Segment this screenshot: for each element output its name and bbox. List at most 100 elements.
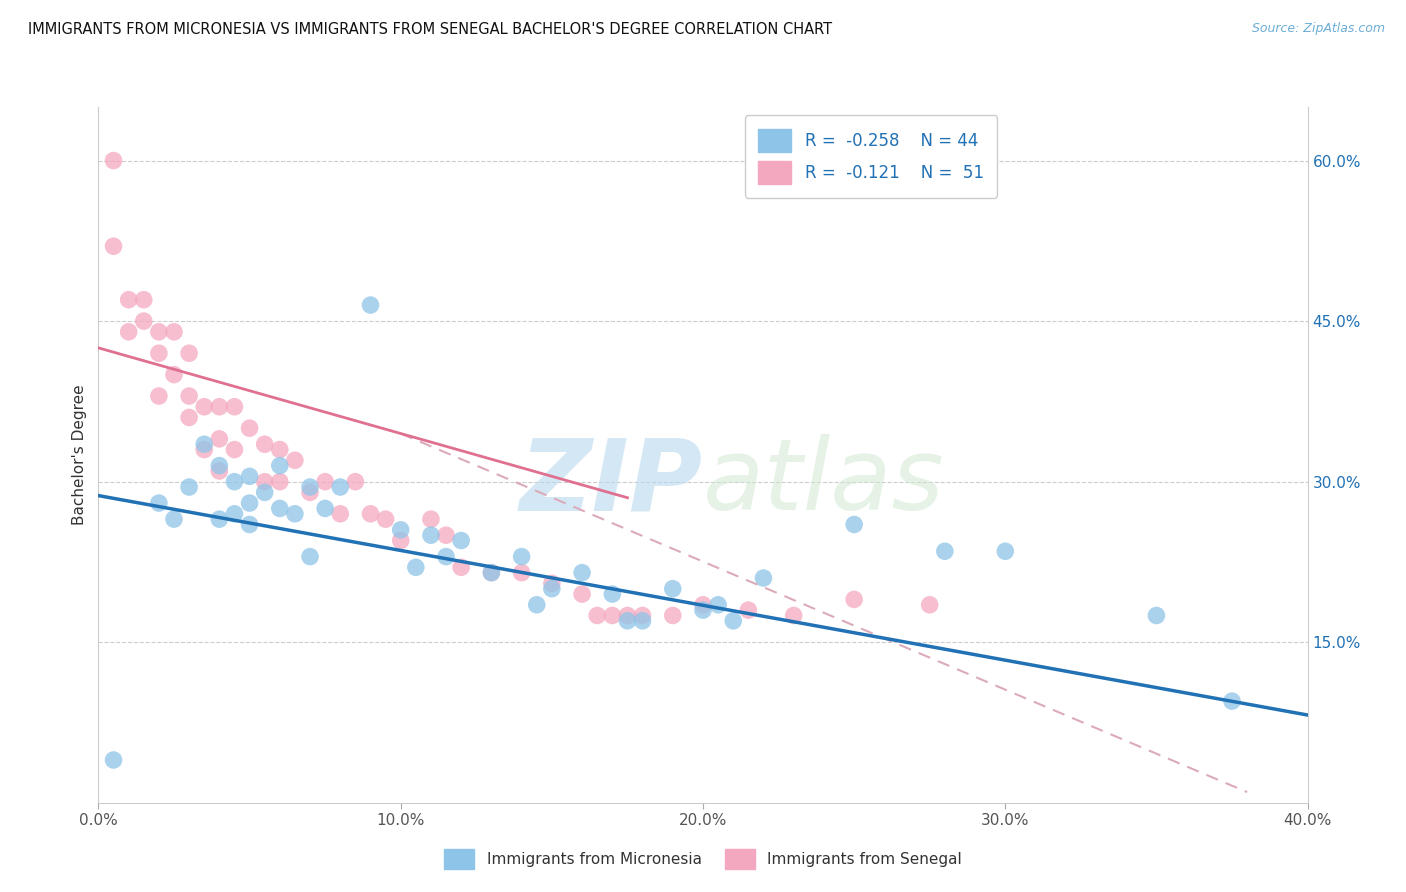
Point	[602, 587, 624, 601]
Point	[329, 507, 352, 521]
Point	[571, 566, 593, 580]
Point	[389, 523, 412, 537]
Point	[1144, 608, 1167, 623]
Point	[450, 533, 472, 548]
Point	[299, 480, 322, 494]
Point	[721, 614, 744, 628]
Point	[118, 325, 141, 339]
Point	[934, 544, 956, 558]
Point	[434, 549, 457, 564]
Point	[405, 560, 427, 574]
Point	[571, 587, 593, 601]
Point	[193, 442, 215, 457]
Point	[299, 549, 322, 564]
Point	[253, 485, 276, 500]
Text: ZIP: ZIP	[520, 434, 703, 532]
Point	[918, 598, 941, 612]
Point	[360, 507, 382, 521]
Point	[616, 614, 638, 628]
Point	[148, 389, 170, 403]
Point	[208, 458, 231, 473]
Point	[631, 614, 654, 628]
Point	[616, 608, 638, 623]
Point	[148, 325, 170, 339]
Point	[253, 475, 276, 489]
Point	[314, 475, 336, 489]
Point	[208, 464, 231, 478]
Point	[631, 608, 654, 623]
Point	[450, 560, 472, 574]
Point	[163, 325, 186, 339]
Point	[269, 501, 291, 516]
Text: IMMIGRANTS FROM MICRONESIA VS IMMIGRANTS FROM SENEGAL BACHELOR'S DEGREE CORRELAT: IMMIGRANTS FROM MICRONESIA VS IMMIGRANTS…	[28, 22, 832, 37]
Point	[510, 549, 533, 564]
Point	[239, 469, 262, 483]
Point	[586, 608, 609, 623]
Point	[481, 566, 503, 580]
Point	[224, 475, 246, 489]
Point	[434, 528, 457, 542]
Point	[163, 512, 186, 526]
Point	[269, 442, 291, 457]
Point	[299, 485, 322, 500]
Point	[163, 368, 186, 382]
Point	[103, 153, 125, 168]
Point	[661, 582, 683, 596]
Point	[284, 453, 307, 467]
Point	[510, 566, 533, 580]
Point	[1220, 694, 1243, 708]
Point	[844, 592, 866, 607]
Point	[208, 400, 231, 414]
Point	[208, 432, 231, 446]
Point	[526, 598, 548, 612]
Point	[224, 400, 246, 414]
Point	[253, 437, 276, 451]
Point	[132, 314, 155, 328]
Point	[782, 608, 804, 623]
Point	[389, 533, 412, 548]
Point	[540, 582, 562, 596]
Point	[360, 298, 382, 312]
Point	[177, 389, 201, 403]
Point	[844, 517, 866, 532]
Point	[737, 603, 759, 617]
Point	[177, 480, 201, 494]
Point	[419, 512, 441, 526]
Point	[329, 480, 352, 494]
Point	[692, 598, 714, 612]
Point	[132, 293, 155, 307]
Point	[481, 566, 503, 580]
Text: atlas: atlas	[703, 434, 945, 532]
Point	[103, 239, 125, 253]
Point	[118, 293, 141, 307]
Point	[314, 501, 336, 516]
Point	[269, 458, 291, 473]
Point	[374, 512, 396, 526]
Point	[177, 346, 201, 360]
Point	[661, 608, 683, 623]
Point	[193, 400, 215, 414]
Text: Source: ZipAtlas.com: Source: ZipAtlas.com	[1251, 22, 1385, 36]
Point	[994, 544, 1017, 558]
Point	[224, 507, 246, 521]
Point	[239, 517, 262, 532]
Point	[239, 421, 262, 435]
Point	[239, 496, 262, 510]
Point	[419, 528, 441, 542]
Point	[224, 442, 246, 457]
Point	[177, 410, 201, 425]
Point	[752, 571, 775, 585]
Point	[103, 753, 125, 767]
Point	[540, 576, 562, 591]
Point	[148, 496, 170, 510]
Point	[344, 475, 367, 489]
Point	[707, 598, 730, 612]
Point	[284, 507, 307, 521]
Point	[692, 603, 714, 617]
Legend: Immigrants from Micronesia, Immigrants from Senegal: Immigrants from Micronesia, Immigrants f…	[437, 843, 969, 875]
Point	[193, 437, 215, 451]
Point	[148, 346, 170, 360]
Y-axis label: Bachelor's Degree: Bachelor's Degree	[72, 384, 87, 525]
Point	[602, 608, 624, 623]
Point	[269, 475, 291, 489]
